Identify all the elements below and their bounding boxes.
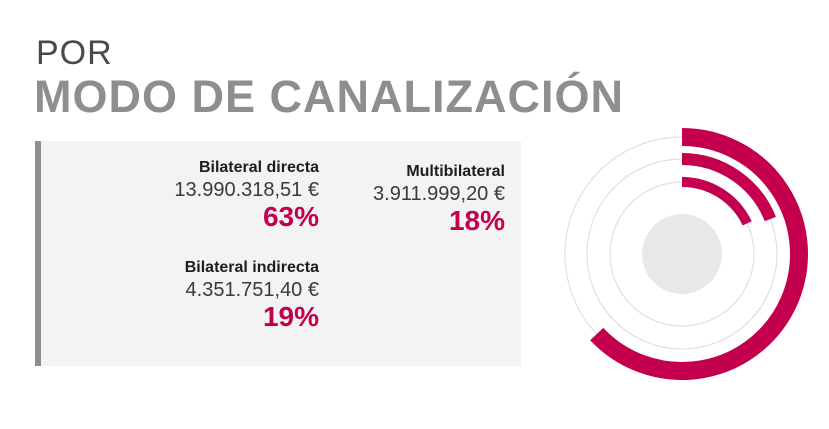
entry-name: Bilateral indirecta — [184, 259, 319, 276]
page-title: MODO DE CANALIZACIÓN — [34, 71, 624, 122]
entry-amount: 13.990.318,51 € — [174, 179, 319, 201]
entry-multibilateral: Multibilateral 3.911.999,20 € 18% — [245, 162, 505, 236]
entry-bilateral-directa: Bilateral directa 13.990.318,51 € 63% — [59, 158, 319, 232]
entry-bilateral-indirecta: Bilateral indirecta 4.351.751,40 € 19% — [59, 258, 319, 332]
center-disk — [642, 214, 722, 294]
entry-name: Bilateral directa — [198, 159, 319, 176]
entry-percentage: 19% — [262, 301, 319, 332]
title-line-1: POR — [36, 34, 113, 72]
entry-name: Multibilateral — [406, 163, 505, 180]
entry-percentage: 18% — [448, 205, 505, 236]
radial-bar-chart — [564, 128, 808, 380]
legend-panel: Bilateral directa 13.990.318,51 € 63% Mu… — [35, 141, 521, 366]
entry-percentage: 63% — [262, 201, 319, 232]
entry-amount: 4.351.751,40 € — [185, 279, 319, 301]
arc-multibilateral — [681, 177, 752, 226]
arc-bilateral-directa — [590, 128, 808, 380]
arc-bilateral-indirecta — [681, 153, 776, 222]
entry-amount: 3.911.999,20 € — [373, 183, 505, 205]
